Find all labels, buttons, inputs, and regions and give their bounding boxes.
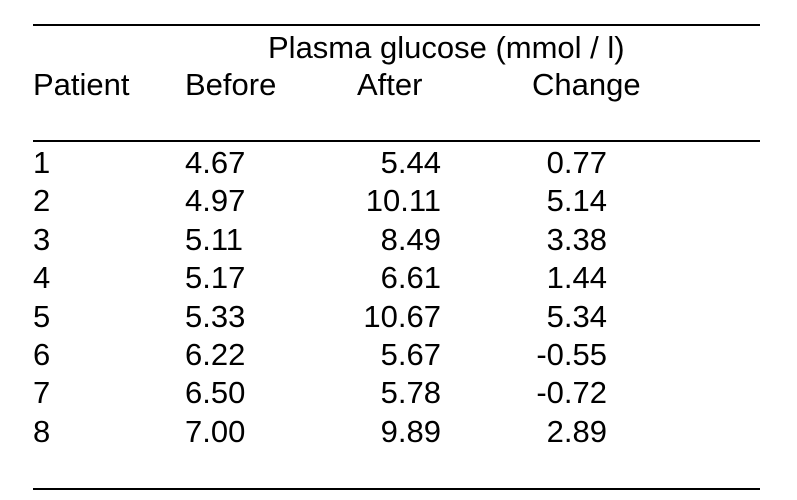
table-row: 1 4.67 5.44 0.77 [0,145,797,183]
bottom-rule [33,488,760,490]
table-row: 4 5.17 6.61 1.44 [0,260,797,298]
patient-cell: 7 [33,375,51,411]
change-cell: -0.55 [536,336,607,372]
table-row: 3 5.11 8.49 3.38 [0,222,797,260]
after-cell: 5.67 [380,336,441,372]
after-cell: 6.61 [380,260,441,296]
before-cell: 4.97 [185,183,246,219]
change-cell: 0.77 [546,145,607,180]
after-cell: 9.89 [380,413,441,449]
before-cell: 7.00 [185,413,246,449]
before-cell: 5.33 [185,298,246,334]
before-cell: 6.22 [185,336,246,372]
column-header-before: Before [185,67,277,102]
table-row: 8 7.00 9.89 2.89 [0,414,797,452]
after-cell: 5.78 [380,375,441,411]
patient-cell: 3 [33,221,51,257]
after-cell: 5.44 [380,145,441,180]
change-cell: 5.14 [546,183,607,219]
table-row: 7 6.50 5.78 -0.72 [0,375,797,413]
header-rule [33,140,760,142]
patient-cell: 8 [33,413,51,449]
top-rule [33,24,760,26]
before-cell: 6.50 [185,375,246,411]
after-cell: 8.49 [380,221,441,257]
change-cell: -0.72 [536,375,607,411]
change-cell: 1.44 [546,260,607,296]
table-row: 5 5.33 10.67 5.34 [0,299,797,337]
after-cell: 10.67 [363,298,441,334]
change-cell: 3.38 [546,221,607,257]
before-cell: 4.67 [185,145,246,180]
change-cell: 5.34 [546,298,607,334]
table-row: 2 4.97 10.11 5.14 [0,183,797,221]
table-row: 6 6.22 5.67 -0.55 [0,337,797,375]
table-body: 1 4.67 5.44 0.77 2 4.97 10.11 5.14 3 5.1… [0,145,797,452]
patient-cell: 2 [33,183,51,219]
column-header-patient: Patient [33,67,130,102]
change-cell: 2.89 [546,413,607,449]
plasma-glucose-header: Plasma glucose (mmol / l) [268,30,625,65]
before-cell: 5.11 [185,221,244,257]
column-header-change: Change [532,67,641,102]
before-cell: 5.17 [185,260,246,296]
patient-cell: 5 [33,298,51,334]
column-header-after: After [357,67,423,102]
patient-cell: 4 [33,260,51,296]
after-cell: 10.11 [365,183,441,219]
patient-cell: 1 [33,145,51,180]
patient-cell: 6 [33,336,51,372]
